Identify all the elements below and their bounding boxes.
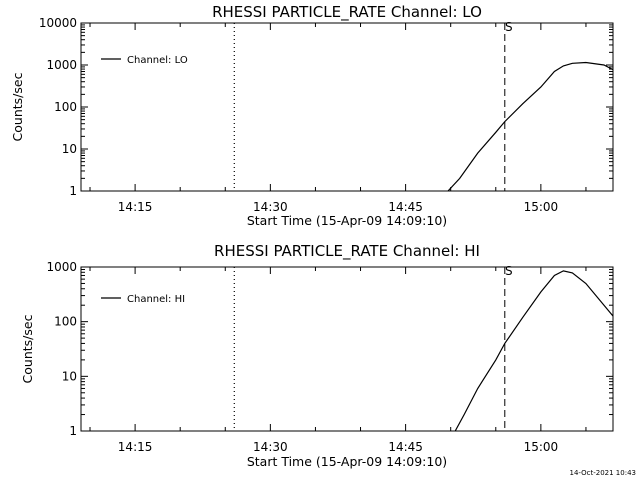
panel1-series-line-1 (447, 61, 613, 191)
panel1-xtick-label-1: 14:15 (118, 200, 153, 214)
panel2-xtick-label-3: 14:45 (388, 440, 423, 454)
panel1-xtick-label-3: 14:45 (388, 200, 423, 214)
panel1-ytick-label-3: 100 (54, 100, 77, 114)
panel2-marker-label-s: S (505, 264, 513, 278)
panel2-ytick-label-4: 1000 (46, 260, 77, 274)
panel2-title: RHESSI PARTICLE_RATE Channel: HI (214, 242, 480, 261)
panel1-xtick-label-2: 14:30 (253, 200, 288, 214)
panel1-legend: Channel: LO (101, 55, 188, 66)
panel1-title: RHESSI PARTICLE_RATE Channel: LO (212, 3, 482, 22)
panel2-ytick-label-2: 10 (62, 369, 77, 383)
panel2-legend-label: Channel: HI (127, 294, 185, 305)
panel1-ytick-label-2: 10 (62, 142, 77, 156)
panel2-series-line-1 (454, 270, 613, 431)
panel2-x-axis-label: Start Time (15-Apr-09 14:09:10) (247, 454, 447, 469)
panel2-y-axis-label: Counts/sec (20, 314, 35, 383)
panel2-ytick-label-3: 100 (54, 315, 77, 329)
panel2-xtick-label-4: 15:00 (524, 440, 559, 454)
panel1-x-axis-label: Start Time (15-Apr-09 14:09:10) (247, 213, 447, 228)
panel2-legend: Channel: HI (101, 294, 185, 305)
panel1-xtick-label-4: 15:00 (524, 200, 559, 214)
chart-panel-1: RHESSI PARTICLE_RATE Channel: LOSE14:151… (10, 3, 614, 228)
panel2-plot-frame (80, 266, 614, 432)
panels: RHESSI PARTICLE_RATE Channel: LOSE14:151… (10, 3, 614, 469)
panel1-y-axis-label: Counts/sec (10, 72, 25, 141)
panel1-ytick-label-1: 1 (69, 184, 77, 198)
panel2-ytick-label-1: 1 (69, 424, 77, 438)
panel2-xtick-label-2: 14:30 (253, 440, 288, 454)
footer-timestamp: 14-Oct-2021 10:43 (570, 469, 636, 477)
panel2-xtick-label-1: 14:15 (118, 440, 153, 454)
chart-panel-2: RHESSI PARTICLE_RATE Channel: HISE14:151… (20, 242, 614, 469)
panel1-legend-label: Channel: LO (127, 55, 188, 66)
panel1-ytick-label-5: 10000 (39, 16, 77, 30)
panel1-ytick-label-4: 1000 (46, 58, 77, 72)
panel1-marker-label-s: S (505, 20, 513, 34)
